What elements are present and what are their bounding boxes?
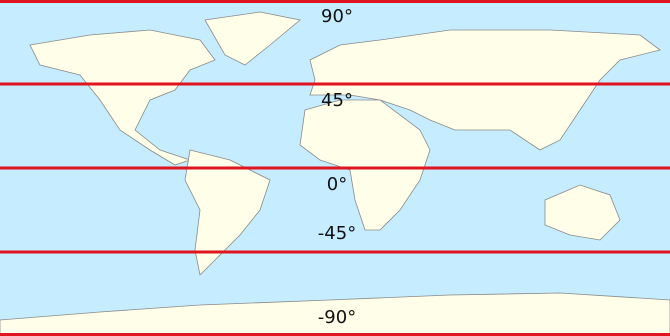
latitude-label: 45° <box>321 90 353 111</box>
continents <box>0 11 670 336</box>
latitude-label: 90° <box>321 6 353 27</box>
antarctica <box>0 292 670 336</box>
latitude-label: -45° <box>318 223 356 244</box>
south-america <box>184 149 271 276</box>
australia <box>544 184 621 241</box>
latitude-label: -90° <box>318 307 356 328</box>
greenland <box>204 11 301 66</box>
north-america <box>29 29 216 166</box>
latitude-label: 0° <box>327 174 347 195</box>
eurasia <box>309 29 661 151</box>
africa <box>299 99 431 231</box>
